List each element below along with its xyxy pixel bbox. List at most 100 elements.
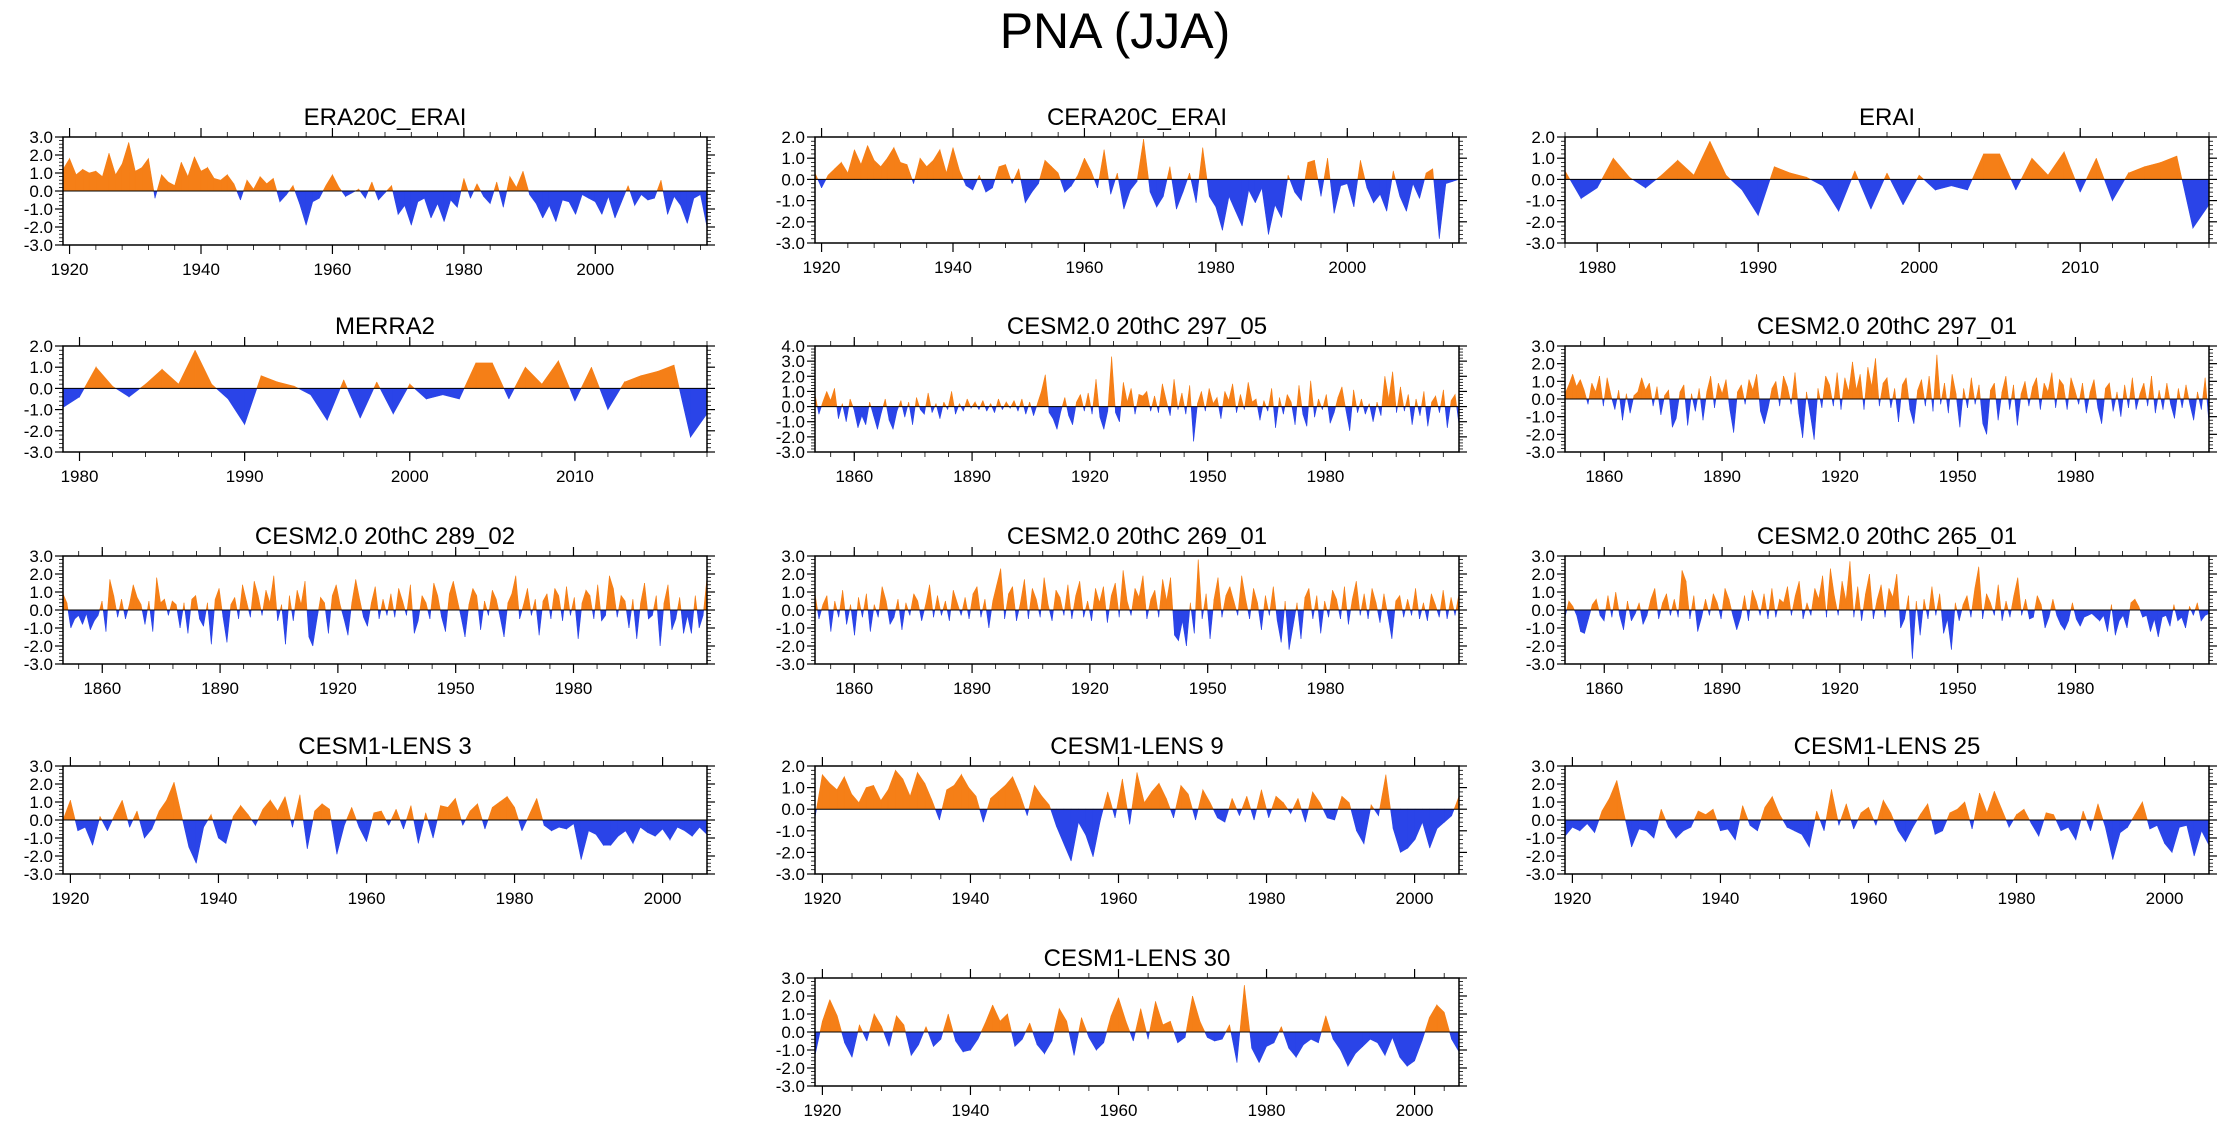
pna-area-segment [818, 406, 822, 415]
pna-area-segment [2198, 398, 2202, 410]
pna-area-segment [2082, 383, 2085, 400]
pna-area-segment [2085, 158, 2097, 180]
pna-area-segment [236, 190, 241, 201]
pna-area-segment [2001, 375, 2007, 400]
y-tick-label: -3.0 [1526, 234, 1555, 253]
pna-area-segment [1174, 609, 1179, 642]
pna-area-segment [277, 796, 286, 821]
pna-area-segment [1111, 356, 1116, 407]
pna-area-segment [1350, 808, 1357, 831]
pna-area-segment [1362, 1031, 1371, 1048]
pna-area-segment [346, 388, 361, 419]
pna-area-segment [1003, 401, 1007, 407]
x-tick-label: 1920 [51, 889, 89, 908]
pna-area-segment [1681, 570, 1687, 611]
pna-area-segment [977, 1031, 982, 1040]
pna-area-segment [2120, 398, 2124, 417]
pna-area-segment [1959, 398, 1963, 428]
pna-area-segment [1669, 398, 1673, 428]
pna-area-segment [2055, 819, 2062, 831]
pna-area-segment [1044, 374, 1049, 407]
y-tick-label: -2.0 [776, 213, 805, 232]
pna-area-segment [1916, 609, 1921, 636]
pna-area-segment [1615, 591, 1620, 611]
pna-area-segment [566, 819, 575, 830]
pna-area-segment [2109, 383, 2112, 400]
pna-area-segment [1114, 582, 1119, 611]
pna-area-segment [529, 798, 538, 821]
pna-area-segment [1028, 609, 1030, 620]
pna-area-segment [1300, 609, 1305, 639]
pna-area-segment [1214, 1031, 1223, 1042]
pna-area-segment [496, 181, 500, 192]
pna-area-segment [164, 599, 168, 611]
y-tick-label: 2.0 [781, 757, 805, 776]
pna-area-segment [976, 586, 981, 611]
pna-area-segment [979, 400, 984, 407]
pna-area-segment [1134, 406, 1137, 415]
pna-area-segment [1329, 590, 1333, 611]
pna-area-segment [1925, 375, 1930, 400]
y-tick-label: -2.0 [1526, 637, 1555, 656]
y-tick-label: -1.0 [776, 192, 805, 211]
pna-area-segment [1119, 570, 1124, 611]
pna-area-segment [1123, 382, 1128, 407]
pna-area-segment [1288, 609, 1294, 650]
pna-area-segment [1229, 1024, 1232, 1033]
pna-area-segment [887, 609, 891, 625]
x-tick-label: 1980 [1307, 679, 1345, 698]
pna-area-segment [374, 190, 379, 201]
pna-area-segment [456, 599, 460, 611]
pna-area-segment [1705, 599, 1709, 611]
pna-area-segment [188, 819, 197, 864]
pna-area-segment [1936, 354, 1941, 400]
pna-area-segment [949, 609, 952, 621]
pna-area-segment [1171, 179, 1177, 210]
x-tick-label: 1890 [201, 679, 239, 698]
pna-area-segment [1107, 791, 1114, 810]
pna-area-segment [656, 180, 662, 192]
pna-area-segment [573, 819, 582, 860]
pna-area-segment [2059, 378, 2064, 400]
pna-area-segment [1415, 398, 1419, 407]
pna-area-segment [1668, 819, 1677, 839]
pna-area-segment [1320, 179, 1325, 197]
pna-area-segment [1134, 588, 1140, 611]
pna-area-segment [90, 609, 95, 630]
pna-area-segment [1271, 796, 1277, 810]
pna-area-segment [86, 609, 91, 630]
pna-area-segment [2154, 609, 2159, 638]
pna-area-segment [1986, 791, 1995, 821]
pna-area-segment [1583, 390, 1587, 400]
pna-area-segment [101, 600, 104, 611]
pna-area-segment [1454, 609, 1457, 616]
pna-area-segment [1292, 609, 1297, 627]
pna-area-segment [536, 609, 540, 636]
x-tick-label: 1960 [314, 260, 352, 279]
pna-area-segment [829, 782, 838, 810]
pna-area-segment [941, 609, 944, 616]
pna-area-segment [2198, 609, 2202, 621]
pna-area-segment [109, 579, 115, 611]
pna-area-segment [397, 190, 406, 216]
pna-area-segment [288, 184, 294, 192]
pna-area-segment [1695, 609, 1698, 632]
pna-area-segment [1580, 609, 1585, 634]
pna-area-segment [93, 609, 99, 622]
pna-area-segment [277, 381, 295, 389]
pna-area-segment [1258, 1031, 1267, 1063]
pna-area-segment [440, 805, 449, 821]
pna-area-segment [1388, 371, 1393, 407]
pna-area-segment [240, 190, 244, 201]
pna-area-segment [1779, 398, 1781, 407]
pna-area-segment [605, 575, 610, 611]
pna-area-segment [893, 609, 896, 618]
pna-area-segment [1405, 394, 1409, 407]
pna-area-segment [857, 406, 863, 428]
pna-area-segment [1250, 808, 1255, 821]
pna-area-segment [1013, 168, 1020, 180]
pna-area-segment [866, 1031, 870, 1042]
pna-area-segment [1186, 609, 1191, 647]
pna-area-segment [1212, 808, 1218, 818]
pna-area-segment [1741, 384, 1745, 400]
